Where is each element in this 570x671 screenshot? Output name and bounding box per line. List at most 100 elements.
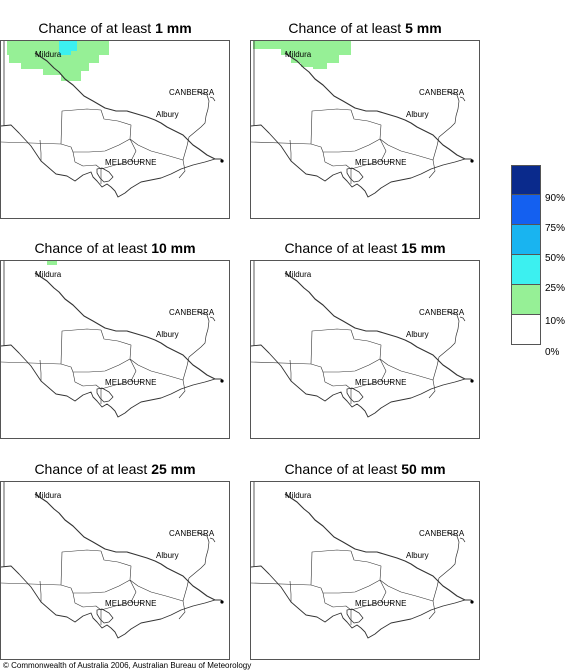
panel-title-50mm: Chance of at least 50 mm bbox=[284, 461, 446, 477]
victoria-basemap bbox=[1, 482, 224, 639]
district-boundary bbox=[289, 359, 292, 381]
legend-label-10: 10% bbox=[545, 316, 566, 327]
map-panel-1mm: Mildura CANBERRA Albury MELBOURNE bbox=[0, 40, 230, 219]
panel-title-1mm: Chance of at least 1 mm bbox=[38, 20, 192, 36]
panel-title-10mm: Chance of at least 10 mm bbox=[34, 240, 196, 256]
probability-legend: 90% 75% 50% 25% 10% 0% bbox=[511, 165, 565, 358]
murray-river-border bbox=[284, 493, 471, 601]
district-boundary bbox=[137, 577, 190, 602]
district-boundary bbox=[73, 138, 131, 153]
label-albury: Albury bbox=[156, 330, 179, 339]
label-canberra: CANBERRA bbox=[169, 308, 215, 317]
map-panel-50mm: Mildura CANBERRA Albury MELBOURNE bbox=[250, 481, 480, 660]
gabo-island-marker bbox=[220, 600, 224, 604]
district-boundary bbox=[100, 160, 144, 170]
district-boundary bbox=[1, 582, 74, 594]
district-boundary bbox=[129, 579, 137, 603]
district-boundary bbox=[310, 549, 352, 586]
district-boundary bbox=[310, 108, 352, 145]
act-boundary bbox=[209, 96, 216, 102]
map-panel-25mm: Mildura CANBERRA Albury MELBOURNE bbox=[0, 481, 230, 660]
district-boundary bbox=[322, 151, 352, 184]
district-boundary bbox=[72, 151, 102, 184]
district-boundary bbox=[72, 371, 102, 404]
district-boundary bbox=[350, 380, 394, 390]
gabo-island-marker bbox=[470, 159, 474, 163]
label-mildura: Mildura bbox=[285, 491, 312, 500]
district-boundary bbox=[379, 138, 387, 162]
district-boundary bbox=[100, 329, 139, 366]
district-boundary bbox=[350, 109, 389, 146]
coastline bbox=[251, 344, 474, 418]
murray-river-border bbox=[284, 272, 471, 380]
district-boundary bbox=[251, 582, 324, 594]
district-boundary bbox=[137, 136, 190, 161]
district-boundary bbox=[73, 579, 131, 594]
coastline bbox=[251, 124, 474, 198]
label-albury: Albury bbox=[406, 110, 429, 119]
label-albury: Albury bbox=[156, 551, 179, 560]
legend-swatch-75 bbox=[511, 195, 541, 225]
district-boundary bbox=[379, 579, 387, 603]
district-boundary bbox=[178, 159, 186, 179]
panel-title-15mm: Chance of at least 15 mm bbox=[284, 240, 446, 256]
gabo-island-marker bbox=[220, 379, 224, 383]
legend-swatch-25 bbox=[511, 255, 541, 285]
act-boundary bbox=[459, 316, 466, 322]
label-albury: Albury bbox=[406, 330, 429, 339]
district-boundary bbox=[178, 379, 186, 399]
district-boundary bbox=[428, 159, 436, 179]
port-phillip-bay bbox=[346, 167, 364, 183]
district-boundary bbox=[323, 579, 381, 594]
act-boundary bbox=[459, 96, 466, 102]
copyright-credit: © Commonwealth of Australia 2006, Austra… bbox=[3, 661, 252, 670]
rain-probability-area-10pct bbox=[7, 41, 109, 81]
legend-label-50: 50% bbox=[545, 253, 566, 264]
act-boundary bbox=[209, 537, 216, 543]
rain-probability-area-10pct bbox=[47, 261, 57, 265]
rain-probability-area-10pct bbox=[253, 41, 351, 69]
legend-label-75: 75% bbox=[545, 223, 566, 234]
district-boundary bbox=[60, 549, 102, 586]
label-melbourne: MELBOURNE bbox=[105, 158, 157, 167]
gabo-island-marker bbox=[220, 159, 224, 163]
district-boundary bbox=[387, 136, 440, 161]
label-canberra: CANBERRA bbox=[419, 529, 465, 538]
district-boundary bbox=[289, 139, 292, 161]
district-boundary bbox=[39, 580, 42, 602]
gabo-island-marker bbox=[470, 600, 474, 604]
district-boundary bbox=[60, 108, 102, 145]
murray-river-border bbox=[284, 52, 471, 160]
district-boundary bbox=[72, 592, 102, 625]
act-boundary bbox=[438, 90, 460, 138]
district-boundary bbox=[322, 592, 352, 625]
label-canberra: CANBERRA bbox=[169, 529, 215, 538]
label-melbourne: MELBOURNE bbox=[105, 378, 157, 387]
district-boundary bbox=[428, 600, 436, 620]
label-melbourne: MELBOURNE bbox=[355, 599, 407, 608]
label-melbourne: MELBOURNE bbox=[355, 378, 407, 387]
victoria-basemap bbox=[251, 261, 474, 418]
legend-swatch-90 bbox=[511, 165, 541, 195]
label-mildura: Mildura bbox=[285, 50, 312, 59]
act-boundary bbox=[438, 531, 460, 579]
coastline bbox=[1, 124, 224, 198]
map-panel-5mm: Mildura CANBERRA Albury MELBOURNE bbox=[250, 40, 480, 219]
legend-swatch-50 bbox=[511, 225, 541, 255]
legend-label-90: 90% bbox=[545, 193, 566, 204]
label-canberra: CANBERRA bbox=[419, 308, 465, 317]
label-melbourne: MELBOURNE bbox=[105, 599, 157, 608]
victoria-basemap bbox=[251, 482, 474, 639]
act-boundary bbox=[188, 531, 210, 579]
district-boundary bbox=[73, 358, 131, 373]
district-boundary bbox=[1, 361, 74, 373]
label-albury: Albury bbox=[156, 110, 179, 119]
district-boundary bbox=[350, 329, 389, 366]
rain-probability-area-25pct bbox=[59, 41, 77, 55]
coastline bbox=[251, 565, 474, 639]
district-boundary bbox=[100, 380, 144, 390]
murray-river-border bbox=[34, 52, 221, 160]
district-boundary bbox=[387, 356, 440, 381]
district-boundary bbox=[350, 160, 394, 170]
map-panel-10mm: Mildura CANBERRA Albury MELBOURNE bbox=[0, 260, 230, 439]
